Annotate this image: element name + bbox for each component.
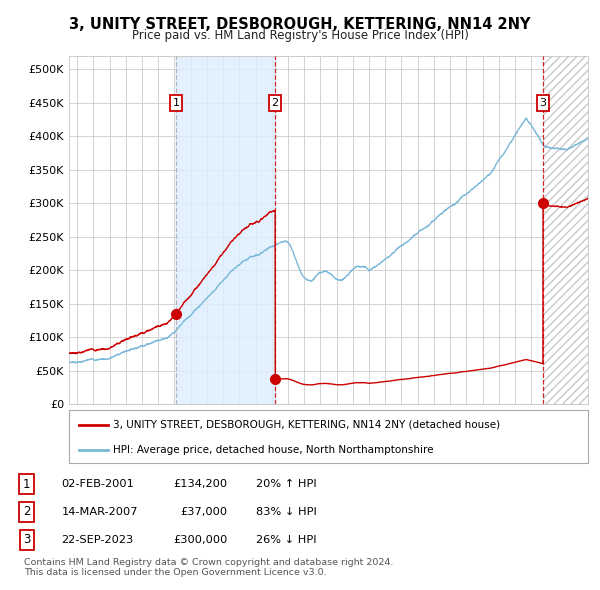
Text: 22-SEP-2023: 22-SEP-2023 xyxy=(61,535,134,545)
Text: 2: 2 xyxy=(272,98,279,108)
Text: £37,000: £37,000 xyxy=(180,507,227,517)
Text: £134,200: £134,200 xyxy=(173,479,227,489)
Text: 3: 3 xyxy=(23,533,30,546)
Text: 20% ↑ HPI: 20% ↑ HPI xyxy=(256,479,317,489)
Text: Contains HM Land Registry data © Crown copyright and database right 2024.
This d: Contains HM Land Registry data © Crown c… xyxy=(24,558,394,577)
Text: 3, UNITY STREET, DESBOROUGH, KETTERING, NN14 2NY (detached house): 3, UNITY STREET, DESBOROUGH, KETTERING, … xyxy=(113,420,500,430)
Bar xyxy=(543,56,588,404)
Text: 1: 1 xyxy=(23,478,30,491)
Text: 3: 3 xyxy=(539,98,547,108)
Bar xyxy=(543,56,588,404)
Text: 14-MAR-2007: 14-MAR-2007 xyxy=(61,507,138,517)
Text: HPI: Average price, detached house, North Northamptonshire: HPI: Average price, detached house, Nort… xyxy=(113,445,434,455)
Text: Price paid vs. HM Land Registry's House Price Index (HPI): Price paid vs. HM Land Registry's House … xyxy=(131,30,469,42)
Text: 1: 1 xyxy=(172,98,179,108)
Text: 83% ↓ HPI: 83% ↓ HPI xyxy=(256,507,317,517)
Text: 3, UNITY STREET, DESBOROUGH, KETTERING, NN14 2NY: 3, UNITY STREET, DESBOROUGH, KETTERING, … xyxy=(69,17,531,31)
Text: 26% ↓ HPI: 26% ↓ HPI xyxy=(256,535,317,545)
Bar xyxy=(176,56,275,404)
Text: £300,000: £300,000 xyxy=(173,535,227,545)
Text: 2: 2 xyxy=(23,506,30,519)
Text: 02-FEB-2001: 02-FEB-2001 xyxy=(61,479,134,489)
